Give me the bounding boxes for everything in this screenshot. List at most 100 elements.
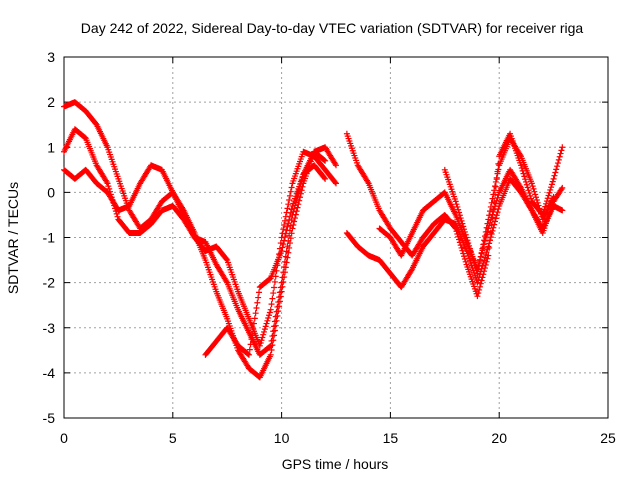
data-point: [462, 258, 469, 265]
data-point: [528, 180, 535, 187]
data-point: [532, 191, 539, 198]
data-point: [268, 301, 275, 308]
data-point: [266, 309, 273, 316]
data-point: [495, 192, 502, 199]
data-point: [273, 317, 280, 324]
y-tick-label: 3: [47, 49, 55, 65]
data-point: [277, 293, 284, 300]
data-point: [492, 218, 499, 225]
data-point: [279, 283, 286, 290]
data-point: [492, 203, 499, 210]
data-point: [286, 192, 293, 199]
data-point: [248, 336, 255, 343]
y-tick-label: -4: [43, 365, 56, 381]
data-point: [461, 256, 468, 263]
data-point: [285, 249, 292, 256]
data-point: [493, 197, 500, 204]
data-point: [559, 184, 566, 191]
data-point: [272, 322, 279, 329]
data-point: [458, 217, 465, 224]
data-point: [245, 351, 252, 358]
data-point: [281, 217, 288, 224]
data-point: [291, 215, 298, 222]
data-point: [476, 262, 483, 269]
data-point: [322, 157, 329, 164]
data-point: [485, 243, 492, 250]
data-point: [470, 256, 477, 263]
data-point: [245, 351, 252, 358]
data-point: [486, 240, 493, 247]
data-point: [271, 284, 278, 291]
data-point: [544, 195, 551, 202]
x-tick-label: 15: [383, 430, 399, 446]
data-point: [482, 251, 489, 258]
series-day-7: [376, 166, 566, 273]
data-point: [494, 194, 501, 201]
grid-lines: [64, 57, 608, 418]
data-point: [456, 209, 463, 216]
data-point: [271, 332, 278, 339]
data-point: [333, 162, 339, 169]
data-point: [558, 186, 565, 193]
data-point: [477, 280, 484, 287]
data-point: [475, 266, 482, 273]
data-point: [550, 193, 557, 200]
data-point: [113, 210, 120, 217]
data-point: [491, 187, 498, 194]
data-point: [460, 223, 467, 230]
data-point: [287, 235, 294, 242]
data-point: [476, 286, 483, 293]
data-point: [321, 174, 328, 181]
data-point: [251, 315, 258, 322]
x-tick-label: 20: [491, 430, 507, 446]
data-point: [492, 183, 499, 190]
data-point: [517, 183, 524, 190]
data-point: [490, 208, 497, 215]
data-point: [253, 304, 260, 311]
data-point: [545, 192, 552, 199]
data-point: [266, 312, 273, 319]
data-point: [294, 204, 301, 211]
data-point: [297, 194, 304, 201]
data-point: [493, 212, 500, 219]
data-point: [288, 184, 295, 191]
data-point: [550, 175, 557, 182]
x-axis-label: GPS time / hours: [282, 456, 389, 472]
data-point: [484, 246, 491, 253]
data-point: [471, 259, 478, 266]
data-point: [247, 341, 254, 348]
data-point: [492, 215, 499, 222]
data-point: [525, 187, 532, 194]
data-point: [265, 315, 272, 322]
data-point: [462, 231, 469, 238]
data-point: [298, 187, 305, 194]
data-point: [281, 234, 288, 241]
data-point: [521, 173, 528, 180]
data-point: [285, 220, 292, 227]
data-point: [495, 166, 502, 173]
data-point: [486, 208, 493, 215]
data-point: [282, 264, 289, 271]
data-point: [548, 184, 555, 191]
data-point: [263, 320, 270, 327]
data-point: [526, 190, 533, 197]
data-point: [481, 257, 488, 264]
data-point: [246, 346, 253, 353]
data-point: [453, 201, 460, 208]
data-point: [476, 283, 483, 290]
data-point: [461, 228, 468, 235]
data-point: [282, 230, 289, 237]
data-point: [252, 310, 259, 317]
data-point: [275, 308, 282, 315]
y-tick-label: -1: [43, 230, 56, 246]
data-point: [469, 253, 476, 260]
data-point: [481, 254, 488, 261]
data-point: [465, 240, 472, 247]
data-point: [528, 195, 535, 202]
data-point: [250, 325, 257, 332]
data-point: [523, 181, 530, 188]
data-point: [283, 227, 290, 234]
series-day-6: [343, 175, 566, 291]
x-tick-label: 25: [600, 430, 616, 446]
data-point: [549, 178, 556, 185]
